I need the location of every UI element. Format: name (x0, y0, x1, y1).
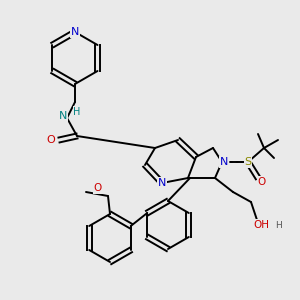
Text: O: O (46, 135, 56, 145)
Text: N: N (59, 111, 67, 121)
Text: N: N (71, 27, 79, 37)
Text: N: N (220, 157, 228, 167)
Text: OH: OH (253, 220, 269, 230)
Text: O: O (258, 177, 266, 187)
Text: H: H (73, 107, 81, 117)
Text: H: H (276, 220, 282, 230)
Text: O: O (94, 183, 102, 193)
Text: S: S (244, 157, 252, 167)
Text: N: N (158, 178, 166, 188)
